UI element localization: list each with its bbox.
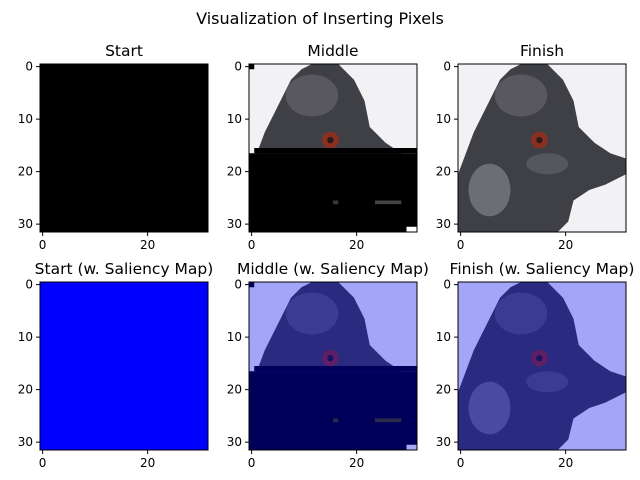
x-tick-label: 0: [248, 238, 256, 252]
y-tick-label: 10: [227, 112, 242, 126]
axes-frame: [39, 63, 209, 233]
y-tick-label: 0: [443, 278, 451, 292]
y-tick-label: 0: [25, 278, 33, 292]
axes-frame: [39, 281, 209, 451]
y-tick-label: 0: [443, 60, 451, 74]
panel-image: [40, 282, 208, 450]
y-tick-label: 30: [18, 217, 33, 231]
panel-image: [249, 64, 417, 232]
bird-pupil: [536, 354, 543, 362]
x-tick-label: 20: [558, 456, 573, 470]
uninserted-region: [249, 153, 417, 232]
uninserted-pixel: [249, 64, 255, 70]
feather-patch: [285, 292, 339, 335]
panel-title: Middle: [307, 42, 358, 60]
panel-image: [249, 282, 417, 450]
axes-frame: [248, 63, 418, 233]
y-tick-label: 20: [227, 165, 242, 179]
y-tick-label: 20: [18, 165, 33, 179]
bird-beak: [584, 148, 626, 169]
panel-image: [40, 64, 208, 232]
feather-patch: [468, 163, 511, 217]
feather-patch: [468, 381, 511, 435]
feather-patch: [494, 292, 548, 335]
bird-pupil: [536, 136, 543, 144]
x-tick-label: 0: [457, 238, 465, 252]
panel: Middle 0 20 0 10 20 30: [227, 42, 418, 252]
y-tick-label: 10: [227, 330, 242, 344]
y-tick-label: 0: [234, 60, 242, 74]
axes-frame: [457, 281, 627, 451]
y-tick-label: 30: [436, 435, 451, 449]
y-tick-label: 30: [436, 217, 451, 231]
x-tick-label: 0: [248, 456, 256, 470]
y-tick-label: 20: [436, 383, 451, 397]
inserted-pixel: [333, 418, 339, 423]
panel-title: Finish: [520, 42, 564, 60]
panel-image: [458, 282, 626, 450]
figure-title: Visualization of Inserting Pixels: [196, 9, 444, 28]
uninserted-pixel: [249, 282, 255, 288]
uninserted-region: [249, 371, 417, 450]
x-tick-label: 0: [39, 456, 47, 470]
inserted-pixel: [406, 444, 417, 450]
y-tick-label: 30: [227, 217, 242, 231]
y-tick-label: 30: [227, 435, 242, 449]
panel-title: Start (w. Saliency Map): [35, 260, 214, 278]
panel-title: Finish (w. Saliency Map): [450, 260, 635, 278]
x-tick-label: 20: [140, 238, 155, 252]
y-tick-label: 20: [436, 165, 451, 179]
x-tick-label: 20: [349, 456, 364, 470]
inserted-pixel: [375, 200, 402, 205]
y-tick-label: 10: [18, 112, 33, 126]
inserted-pixel: [406, 226, 417, 232]
feather-patch: [285, 74, 339, 117]
y-tick-label: 30: [18, 435, 33, 449]
bird-beak: [584, 366, 626, 387]
axes-frame: [248, 281, 418, 451]
x-tick-label: 20: [558, 238, 573, 252]
y-tick-label: 0: [25, 60, 33, 74]
start-fill: [40, 64, 208, 232]
bird-pupil: [327, 136, 334, 144]
panel-title: Middle (w. Saliency Map): [237, 260, 429, 278]
inserted-pixel: [375, 418, 402, 423]
panel: Start 0 20 0 10 20 30: [18, 42, 209, 252]
feather-patch: [494, 74, 548, 117]
feather-patch: [526, 371, 569, 393]
x-tick-label: 0: [457, 456, 465, 470]
inserted-pixel: [333, 200, 339, 205]
y-tick-label: 10: [436, 330, 451, 344]
y-tick-label: 20: [227, 383, 242, 397]
uninserted-region: [254, 366, 417, 372]
y-tick-label: 20: [18, 383, 33, 397]
y-tick-label: 10: [18, 330, 33, 344]
x-tick-label: 0: [39, 238, 47, 252]
y-tick-label: 10: [436, 112, 451, 126]
axes-frame: [457, 63, 627, 233]
uninserted-region: [254, 148, 417, 154]
bird-pupil: [327, 354, 334, 362]
start-fill: [40, 282, 208, 450]
y-tick-label: 0: [234, 278, 242, 292]
panel: Finish 0 20 0 10 20 30: [436, 42, 627, 252]
panel-image: [458, 64, 626, 232]
panel-title: Start: [105, 42, 143, 60]
panels-group: Start 0 20 0 10 20 30 Middle 0 20 0 10 20 30 Finish 0 20…: [18, 42, 635, 470]
saliency-tint: [458, 282, 626, 450]
x-tick-label: 20: [140, 456, 155, 470]
feather-patch: [526, 153, 569, 175]
x-tick-label: 20: [349, 238, 364, 252]
